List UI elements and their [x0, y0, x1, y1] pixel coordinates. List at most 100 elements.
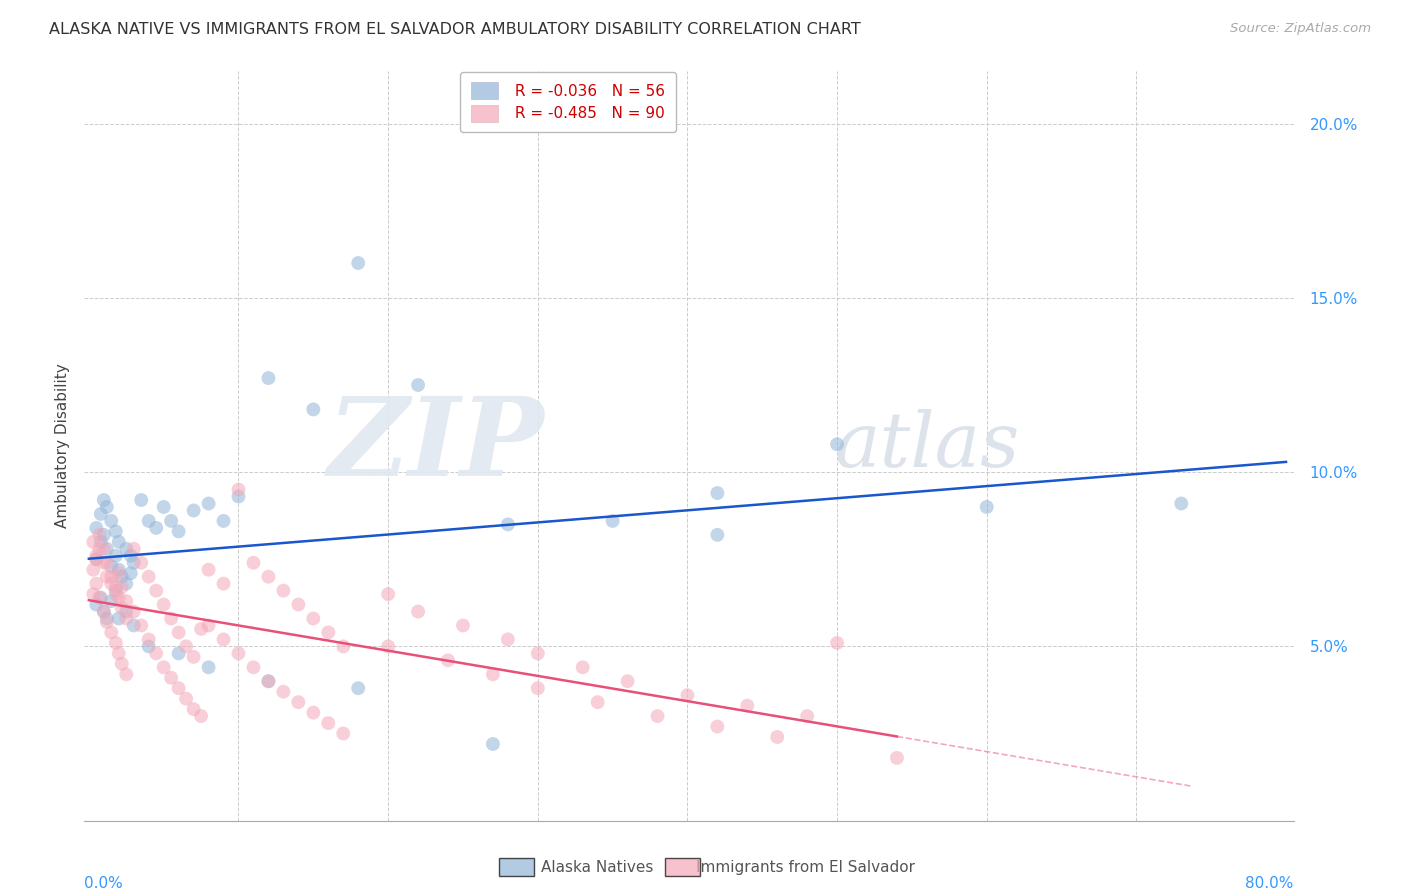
Point	[122, 618, 145, 632]
Point	[104, 583, 127, 598]
Point	[100, 625, 122, 640]
Text: Alaska Natives: Alaska Natives	[541, 860, 654, 874]
Point	[496, 517, 519, 532]
Point	[647, 709, 669, 723]
Point	[228, 490, 250, 504]
Point	[145, 521, 167, 535]
Point	[316, 625, 339, 640]
Point	[90, 591, 112, 605]
Point	[174, 640, 197, 654]
Point	[482, 667, 505, 681]
Point	[107, 591, 129, 605]
Point	[129, 493, 152, 508]
Point	[257, 371, 280, 385]
Point	[183, 503, 205, 517]
Point	[706, 528, 728, 542]
Point	[273, 583, 295, 598]
Point	[242, 660, 264, 674]
Point	[167, 625, 190, 640]
Point	[183, 702, 205, 716]
Point	[377, 640, 399, 654]
Point	[257, 570, 280, 584]
Point	[107, 611, 129, 625]
Text: atlas: atlas	[834, 409, 1019, 483]
Point	[332, 640, 354, 654]
Point	[287, 695, 309, 709]
Point	[96, 541, 118, 556]
Point	[115, 576, 138, 591]
Point	[115, 541, 138, 556]
Point	[287, 598, 309, 612]
Point	[197, 618, 219, 632]
Text: 0.0%: 0.0%	[84, 877, 124, 891]
Point	[796, 709, 818, 723]
Point	[197, 660, 219, 674]
Point	[273, 684, 295, 698]
Text: ZIP: ZIP	[328, 392, 544, 500]
Point	[86, 552, 108, 566]
Point	[86, 552, 108, 566]
Point	[145, 646, 167, 660]
Point	[377, 587, 399, 601]
Point	[90, 534, 112, 549]
Point	[96, 500, 118, 514]
Point	[82, 563, 104, 577]
Point	[496, 632, 519, 647]
Point	[82, 534, 104, 549]
Point	[100, 576, 122, 591]
Point	[228, 646, 250, 660]
Point	[976, 500, 998, 514]
Point	[825, 636, 848, 650]
Point	[120, 566, 142, 581]
Point	[167, 646, 190, 660]
Point	[138, 632, 160, 647]
Point	[107, 566, 129, 581]
Point	[100, 570, 122, 584]
Point	[96, 556, 118, 570]
Point	[111, 657, 134, 671]
Point	[104, 587, 127, 601]
Point	[111, 601, 134, 615]
Point	[145, 583, 167, 598]
Legend:  R = -0.036   N = 56,  R = -0.485   N = 90: R = -0.036 N = 56, R = -0.485 N = 90	[460, 71, 676, 132]
Point	[115, 667, 138, 681]
Point	[676, 688, 699, 702]
Point	[107, 646, 129, 660]
Point	[257, 674, 280, 689]
Point	[257, 674, 280, 689]
Point	[89, 591, 111, 605]
Point	[482, 737, 505, 751]
Point	[86, 598, 108, 612]
Point	[96, 611, 118, 625]
Point	[93, 556, 115, 570]
Point	[107, 534, 129, 549]
Point	[138, 570, 160, 584]
Point	[167, 681, 190, 696]
Point	[302, 402, 325, 417]
Point	[1170, 496, 1192, 510]
Point	[212, 632, 235, 647]
Point	[737, 698, 759, 713]
Point	[332, 726, 354, 740]
Point	[107, 563, 129, 577]
Text: ALASKA NATIVE VS IMMIGRANTS FROM EL SALVADOR AMBULATORY DISABILITY CORRELATION C: ALASKA NATIVE VS IMMIGRANTS FROM EL SALV…	[49, 22, 860, 37]
Point	[89, 528, 111, 542]
Point	[302, 706, 325, 720]
Point	[160, 514, 183, 528]
Point	[152, 598, 174, 612]
Point	[104, 549, 127, 563]
Point	[86, 549, 108, 563]
Point	[571, 660, 593, 674]
Point	[111, 580, 134, 594]
Point	[111, 570, 134, 584]
Point	[437, 653, 460, 667]
Point	[190, 709, 212, 723]
Point	[104, 636, 127, 650]
Point	[527, 681, 550, 696]
Point	[706, 720, 728, 734]
Point	[93, 493, 115, 508]
Point	[122, 541, 145, 556]
Point	[82, 587, 104, 601]
Point	[86, 521, 108, 535]
Point	[152, 500, 174, 514]
